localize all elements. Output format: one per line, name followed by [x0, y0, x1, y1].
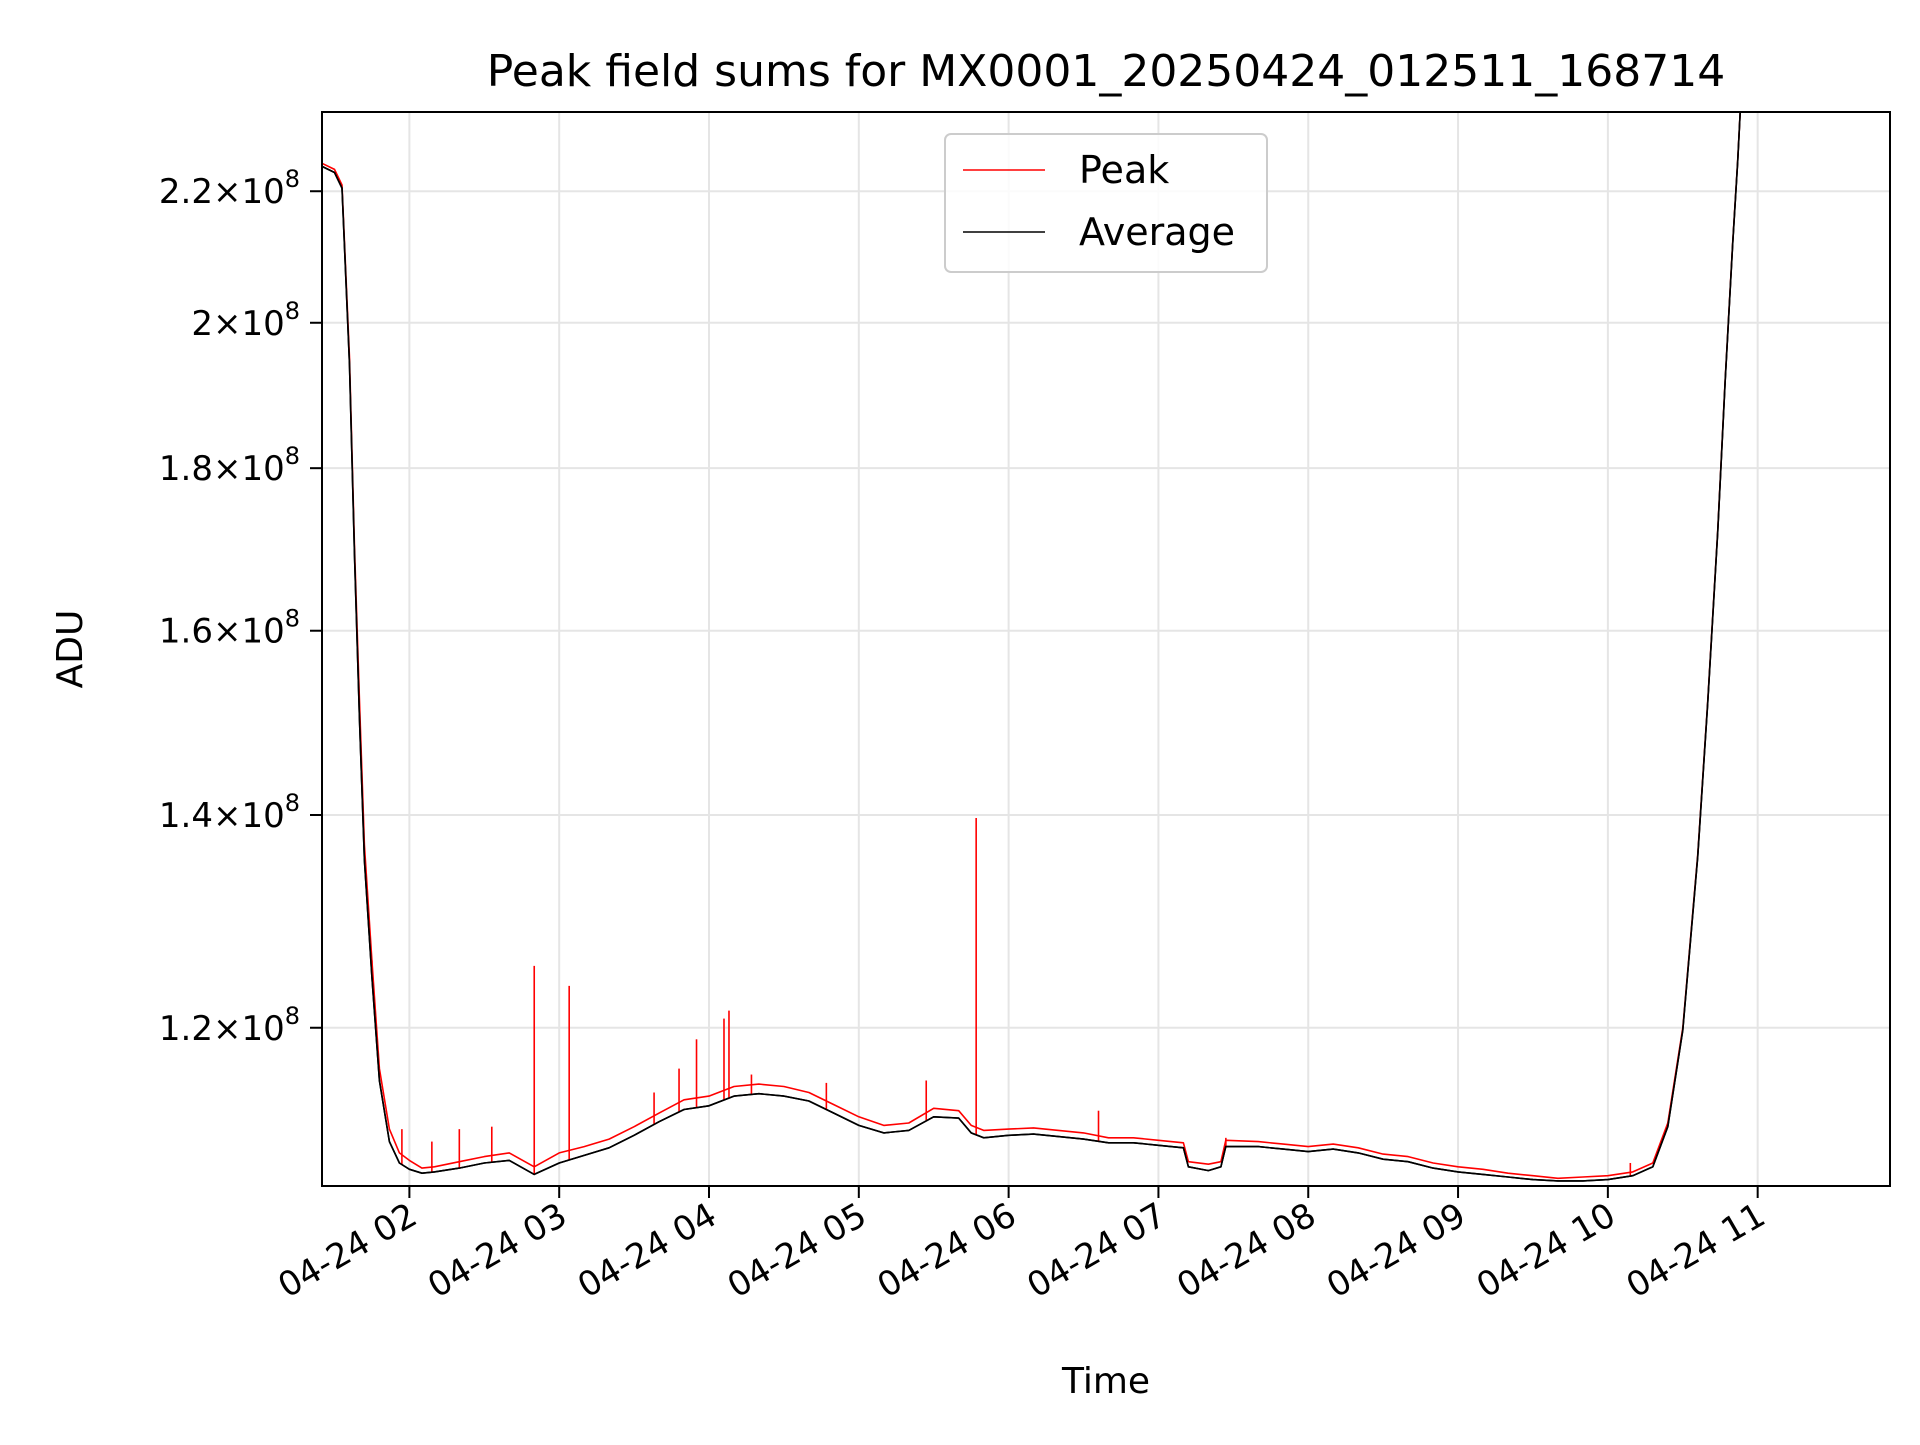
- y-tick-label: 1.4×108: [159, 789, 300, 836]
- y-axis-label: ADU: [50, 610, 91, 689]
- series-line-peak: [321, 111, 1741, 1180]
- y-tick-label: 1.2×108: [159, 1002, 300, 1049]
- legend-label-average: Average: [1079, 210, 1235, 254]
- chart-title: Peak field sums for MX0001_20250424_0125…: [487, 46, 1725, 97]
- y-tick-label: 1.6×108: [159, 605, 300, 652]
- grid: [322, 112, 1890, 1186]
- series-layer: [321, 111, 1741, 1182]
- y-tick-label: 1.8×108: [159, 442, 300, 489]
- x-axis-label: Time: [1061, 1361, 1150, 1402]
- series-line-average-overlay: [321, 111, 1741, 1182]
- y-tick-label: 2.2×108: [159, 165, 300, 212]
- y-tick-label: 2×108: [191, 297, 300, 344]
- plot-frame: [321, 111, 1891, 1187]
- legend-box: [944, 133, 1268, 273]
- legend-label-peak: Peak: [1079, 148, 1169, 192]
- legend: Peak Average: [944, 133, 1268, 273]
